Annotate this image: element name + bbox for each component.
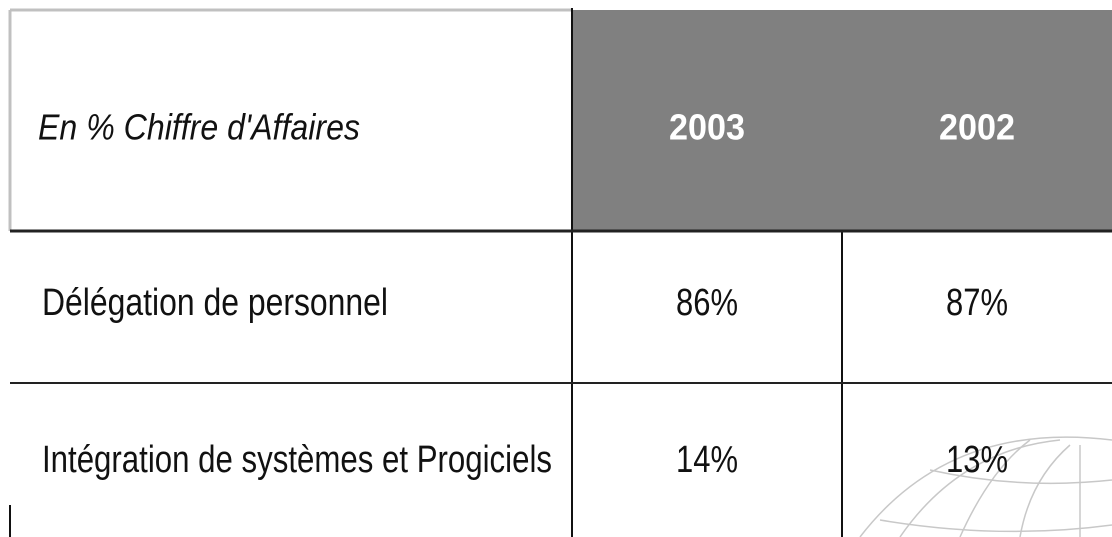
- column-header: 2002: [939, 107, 1015, 148]
- cell-value: 86%: [676, 282, 738, 324]
- header-fill: [572, 10, 1112, 232]
- cell-value: 13%: [946, 439, 1008, 481]
- header-label: En % Chiffre d'Affaires: [38, 107, 360, 148]
- cell-value: 87%: [946, 282, 1008, 324]
- column-header: 2003: [669, 107, 745, 148]
- row-label: Délégation de personnel: [42, 282, 388, 324]
- table: En % Chiffre d'Affaires 2003 2002 Déléga…: [0, 0, 1112, 537]
- row-label: Intégration de systèmes et Progiciels: [42, 439, 552, 481]
- cell-value: 14%: [676, 439, 738, 481]
